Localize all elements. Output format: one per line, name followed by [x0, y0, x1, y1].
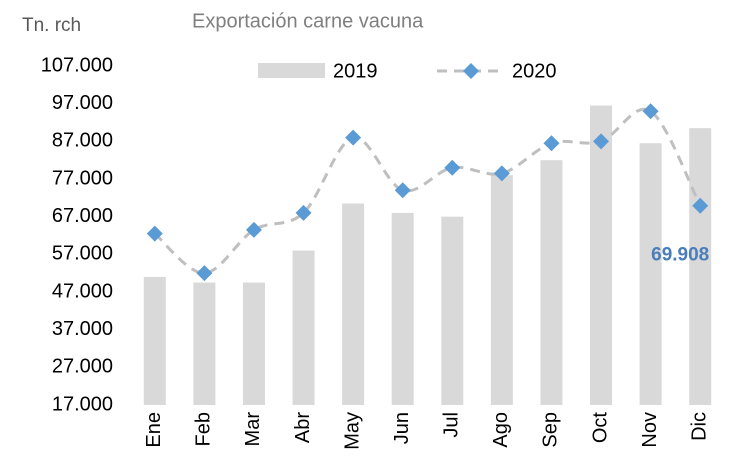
marker — [196, 265, 213, 282]
bar — [193, 282, 216, 405]
marker — [146, 225, 163, 242]
x-tick-label: Feb — [193, 412, 215, 446]
bar — [490, 175, 513, 405]
legend-label: 2019 — [333, 60, 378, 82]
marker — [345, 129, 362, 146]
marker — [543, 135, 560, 152]
x-tick-label: Nov — [639, 412, 661, 448]
chart-title: Exportación carne vacuna — [192, 10, 424, 32]
x-tick-label: Ago — [490, 412, 512, 448]
bar — [639, 143, 662, 405]
legend-marker — [463, 63, 479, 79]
x-tick-label: Oct — [589, 412, 611, 444]
y-tick-label: 37.000 — [52, 318, 113, 340]
marker — [444, 159, 461, 176]
bar — [689, 128, 712, 405]
bar — [242, 282, 265, 405]
x-tick-label: Abr — [292, 412, 314, 443]
y-axis-label: Tn. rch — [22, 15, 81, 36]
marker — [593, 133, 610, 150]
y-tick-label: 27.000 — [52, 356, 113, 378]
bar — [143, 276, 166, 405]
bar — [342, 203, 365, 405]
x-tick-label: Sep — [540, 412, 562, 448]
bar — [441, 216, 464, 405]
y-tick-label: 17.000 — [52, 393, 113, 415]
y-tick-label: 57.000 — [52, 243, 113, 265]
x-tick-label: Dic — [688, 412, 710, 441]
y-tick-label: 77.000 — [52, 167, 113, 189]
legend-label: 2020 — [512, 60, 557, 82]
marker — [245, 221, 262, 238]
y-tick-label: 107.000 — [41, 54, 113, 76]
marker — [295, 204, 312, 221]
marker — [692, 197, 709, 214]
data-label: 69.908 — [651, 245, 709, 266]
bar — [292, 250, 315, 405]
marker — [642, 103, 659, 120]
x-tick-label: May — [341, 412, 363, 450]
marker — [493, 165, 510, 182]
bar — [391, 212, 414, 405]
bar — [590, 105, 613, 406]
marker — [394, 182, 411, 199]
y-tick-label: 67.000 — [52, 205, 113, 227]
legend-swatch — [258, 63, 325, 78]
bar — [540, 160, 563, 405]
x-tick-label: Mar — [242, 412, 264, 447]
y-tick-label: 47.000 — [52, 280, 113, 302]
y-tick-label: 87.000 — [52, 130, 113, 152]
x-tick-label: Ene — [143, 412, 165, 448]
x-tick-label: Jul — [441, 412, 463, 438]
line — [153, 107, 702, 275]
x-tick-label: Jun — [391, 412, 413, 444]
y-tick-label: 97.000 — [52, 92, 113, 114]
